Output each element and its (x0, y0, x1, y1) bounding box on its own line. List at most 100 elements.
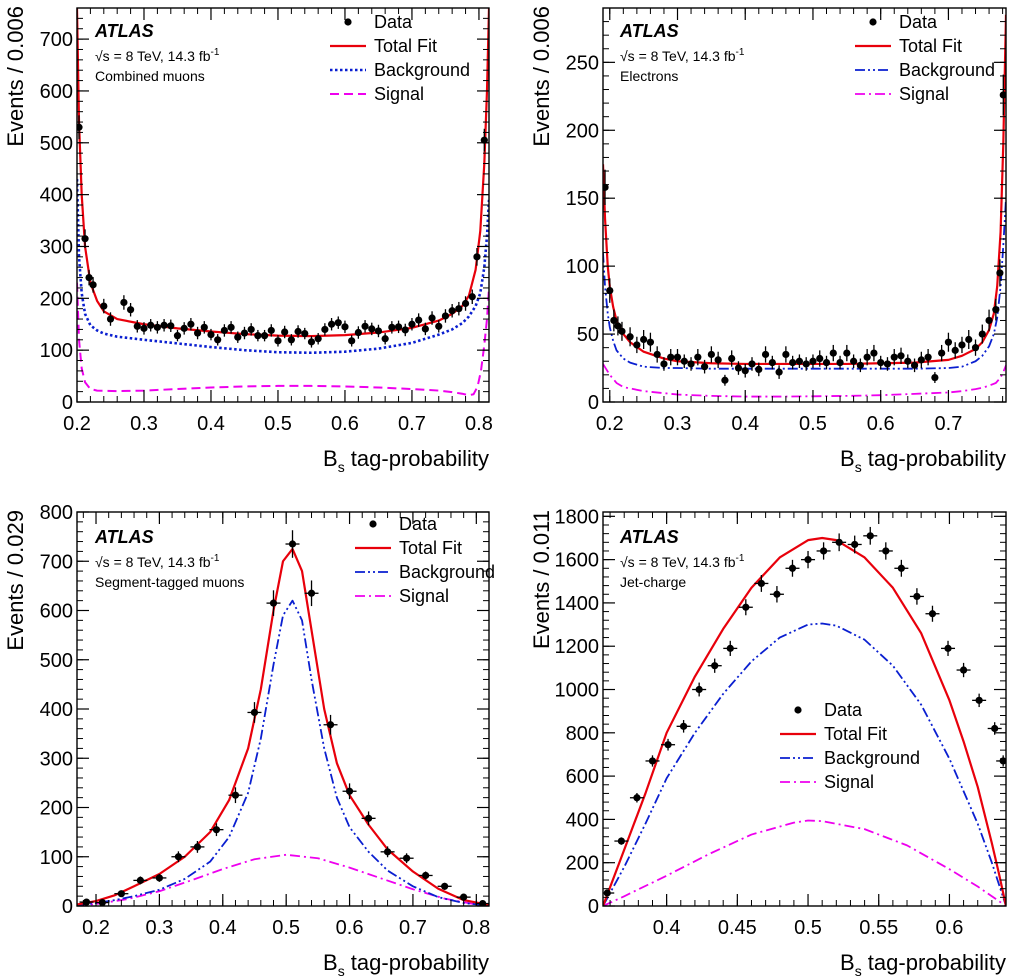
x-axis-label: Bs tag-probability (840, 446, 1006, 475)
legend-marker (794, 706, 802, 714)
y-tick-label: 0 (588, 896, 599, 918)
data-point (972, 693, 987, 708)
legend-entry: Data (344, 12, 413, 32)
data-point (707, 658, 722, 673)
data-marker (415, 316, 423, 324)
background-fit-line (603, 198, 1006, 370)
axes: 0.2 0.3 0.4 0.5 0.6 0.7 0.8 0 100 200 300 400 500 600… (40, 502, 491, 939)
data-point (361, 811, 376, 826)
axes: 0.4 0.45 0.5 0.55 0.6 0 200 400 600 800 1000 1200 14… (555, 506, 1007, 939)
data-point (996, 755, 1006, 767)
legend-label: Background (899, 60, 995, 80)
data-marker (401, 326, 409, 334)
data-point (281, 325, 289, 339)
data-marker (341, 323, 349, 331)
data-point (775, 365, 783, 379)
data-point (925, 605, 940, 622)
data-marker (100, 302, 108, 310)
data-marker (728, 354, 736, 363)
data-point (209, 823, 224, 837)
data-point (741, 363, 749, 378)
data-marker (999, 91, 1006, 99)
x-tick-label: 0.7 (399, 917, 427, 939)
data-marker (193, 329, 202, 337)
legend-marker (869, 18, 877, 26)
y-tick-label: 700 (40, 29, 73, 51)
data-point (629, 792, 644, 803)
data-marker (843, 349, 851, 357)
signal-fit-line (603, 363, 1006, 398)
data-point (603, 889, 615, 897)
legend-label: Background (399, 562, 495, 582)
signal-fit-line (77, 853, 489, 906)
data-point (633, 336, 641, 354)
data-marker (374, 327, 383, 335)
data-point (200, 321, 208, 334)
data-point (173, 329, 182, 342)
x-tick-label: 0.8 (465, 413, 493, 435)
data-marker (971, 344, 980, 352)
data-point (870, 344, 878, 362)
data-point (877, 355, 885, 370)
x-axis-label: Bs tag-probability (840, 950, 1006, 978)
data-marker (468, 293, 476, 301)
data-marker (126, 306, 135, 314)
data-marker (775, 368, 783, 376)
x-axis-label: Bs tag-probability (323, 950, 489, 978)
data-marker (77, 123, 83, 131)
x-tick-label: 0.8 (462, 917, 490, 939)
data-marker (714, 356, 722, 364)
legend-entry: Total Fit (330, 36, 437, 56)
y-axis-label: Events / 0.011 (529, 510, 554, 649)
y-tick-label: 600 (40, 601, 73, 623)
data-point (461, 296, 470, 311)
data-point (700, 359, 709, 374)
data-marker (819, 547, 828, 555)
data-marker (816, 354, 824, 363)
data-point (79, 898, 94, 906)
data-marker (633, 341, 641, 349)
data-marker (711, 662, 719, 670)
data-points (603, 526, 1006, 897)
legend-label: Data (399, 514, 438, 534)
data-point (661, 738, 676, 751)
data-point (473, 248, 481, 266)
x-tick-label: 0.4 (731, 413, 759, 435)
data-point (260, 329, 269, 342)
data-points (603, 74, 1006, 386)
data-marker (603, 183, 609, 191)
data-marker (307, 338, 316, 346)
data-point (415, 313, 423, 327)
data-point (761, 346, 770, 363)
data-marker (180, 324, 188, 332)
data-point (996, 259, 1004, 287)
data-marker (120, 298, 128, 307)
data-marker (155, 874, 163, 882)
data-marker (603, 889, 611, 897)
y-tick-label: 0 (62, 896, 73, 918)
data-marker (422, 871, 430, 880)
data-point (721, 374, 729, 386)
data-marker (187, 320, 195, 328)
data-marker (480, 136, 488, 144)
data-marker (368, 325, 376, 333)
data-marker (98, 898, 106, 906)
data-marker (924, 353, 932, 361)
data-point (714, 351, 722, 369)
data-point (909, 588, 924, 605)
category-label: Segment-tagged muons (95, 574, 244, 590)
data-point (640, 329, 648, 350)
data-marker (617, 837, 625, 845)
data-point (147, 319, 155, 332)
data-marker (721, 376, 729, 384)
data-point (795, 354, 804, 369)
data-point (971, 339, 980, 356)
x-tick-label: 0.3 (664, 413, 692, 435)
data-marker (334, 319, 342, 327)
data-point (153, 321, 161, 334)
data-marker (992, 306, 1000, 314)
panel-segment-tagged-muons: 0.2 0.3 0.4 0.5 0.6 0.7 0.8 0 100 200 300 400 500 600… (3, 502, 495, 978)
data-marker (140, 324, 148, 332)
data-point (455, 301, 463, 316)
category-label: Jet-charge (620, 574, 686, 590)
